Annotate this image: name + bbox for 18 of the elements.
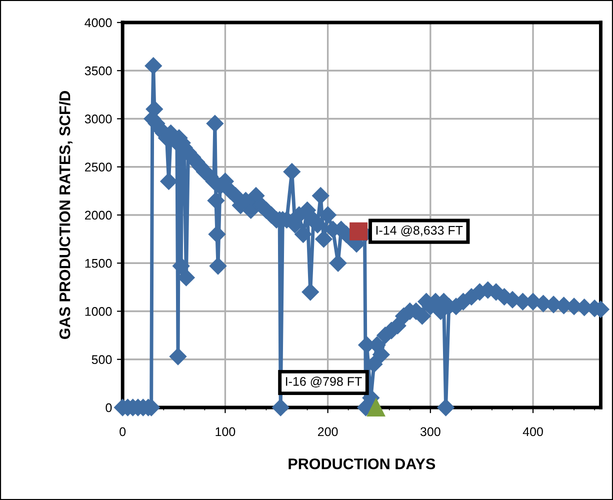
y-tick-label: 1500 bbox=[85, 258, 112, 268]
y-tick-label: 0 bbox=[106, 403, 112, 412]
y-tick-label: 3000 bbox=[84, 114, 112, 124]
series-label: I-16 @798 FT bbox=[286, 376, 362, 388]
y-axis-title: GAS PRODUCTION RATES, SCF/D bbox=[59, 91, 72, 340]
x-tick-label: 100 bbox=[216, 427, 236, 436]
y-tick-label: 1000 bbox=[85, 307, 112, 316]
x-tick-label: 0 bbox=[120, 427, 126, 436]
x-tick-label: 200 bbox=[318, 427, 338, 436]
y-tick-label: 4000 bbox=[84, 18, 112, 28]
y-tick-label: 3500 bbox=[84, 66, 112, 76]
y-tick-label: 500 bbox=[92, 355, 112, 364]
x-tick-label: 400 bbox=[522, 427, 543, 436]
x-axis-title: PRODUCTION DAYS bbox=[288, 458, 436, 470]
y-tick-label: 2000 bbox=[85, 210, 112, 220]
y-tick-label: 2500 bbox=[85, 162, 112, 172]
x-tick-label: 300 bbox=[420, 427, 440, 436]
series-label: I-14 @8,633 FT bbox=[376, 226, 463, 236]
